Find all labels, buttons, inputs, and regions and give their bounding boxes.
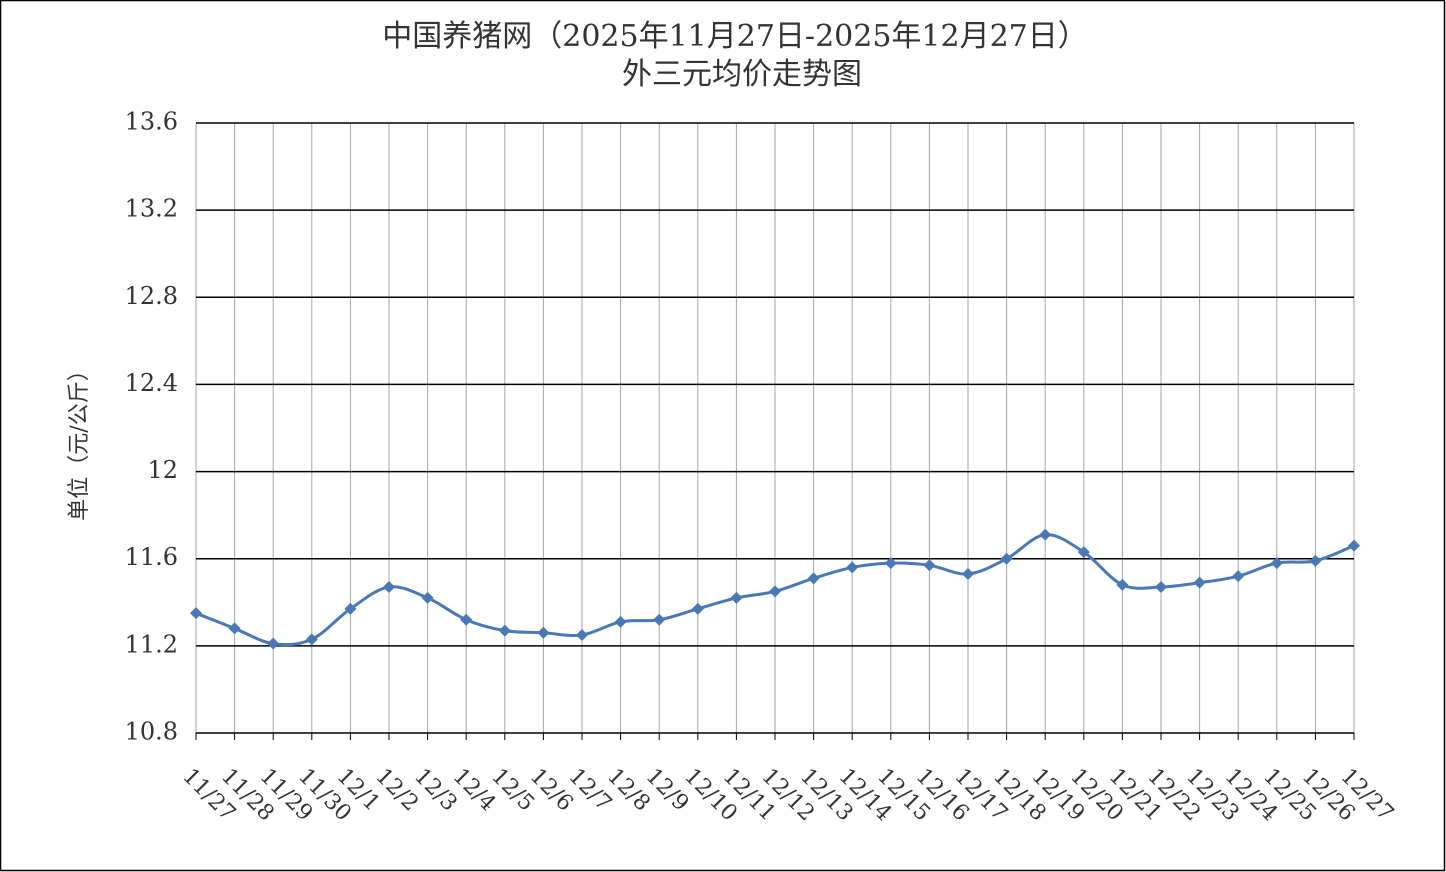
point — [537, 626, 550, 639]
point — [421, 591, 434, 604]
point — [923, 559, 936, 572]
point — [884, 557, 897, 570]
point — [1193, 576, 1206, 589]
point — [1116, 578, 1129, 591]
point — [1155, 581, 1167, 594]
y-tick-label: 10.8 — [125, 718, 178, 746]
y-tick-label: 11.2 — [125, 630, 178, 658]
point — [1309, 554, 1322, 567]
point — [614, 615, 627, 628]
y-tick-label: 12 — [147, 456, 178, 484]
point — [1077, 546, 1090, 559]
y-tick-label: 13.6 — [125, 108, 178, 136]
y-tick-label: 13.2 — [125, 195, 178, 223]
chart-title: 中国养猪网（2025年11月27日-2025年12月27日） — [382, 19, 1088, 54]
point — [962, 567, 974, 580]
point — [498, 624, 511, 637]
point — [730, 591, 743, 604]
point — [228, 622, 241, 635]
point — [653, 613, 666, 626]
point — [1348, 539, 1360, 552]
y-axis-label: 单位（元/公斤） — [67, 359, 92, 520]
point — [383, 581, 395, 594]
point — [190, 607, 202, 620]
point — [1000, 552, 1013, 565]
y-tick-label: 11.6 — [125, 543, 178, 571]
point — [460, 613, 473, 626]
point — [1270, 557, 1283, 570]
y-tick-label: 12.4 — [125, 369, 178, 397]
chart-subtitle: 外三元均价走势图 — [622, 57, 862, 92]
point — [344, 602, 357, 615]
point — [305, 633, 318, 646]
point — [576, 628, 588, 641]
point — [846, 561, 859, 574]
point — [807, 572, 820, 585]
point — [1232, 570, 1245, 583]
point — [1039, 528, 1052, 541]
point — [691, 602, 704, 615]
y-tick-label: 12.8 — [125, 282, 178, 310]
point — [769, 585, 781, 598]
point — [267, 637, 280, 650]
